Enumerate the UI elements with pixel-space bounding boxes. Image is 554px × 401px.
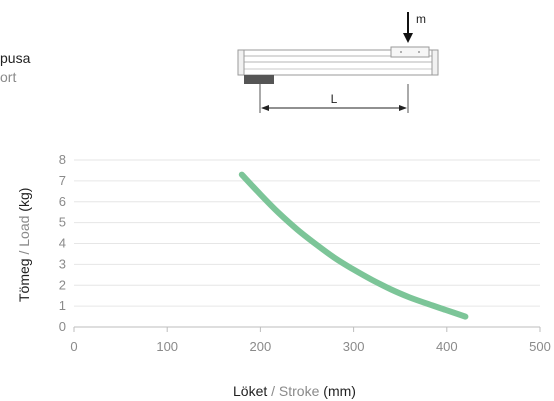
dimension-arrow-left: [261, 105, 269, 111]
y-axis-title: Tömeg / Load (kg): [16, 188, 32, 302]
header-fragment-line1: pusa: [0, 50, 31, 66]
y-tick-label: 3: [59, 256, 66, 271]
y-tick-label: 7: [59, 173, 66, 188]
y-axis-title-unit: (kg): [16, 188, 32, 216]
gridlines: [74, 159, 540, 307]
x-axis-title-unit: (mm): [319, 383, 356, 399]
actuator-diagram: m L: [237, 12, 439, 113]
x-tick-label: 200: [250, 339, 272, 354]
y-tick-label: 1: [59, 298, 66, 313]
y-tick-label: 2: [59, 277, 66, 292]
load-arrow-head: [403, 33, 413, 43]
x-tick-label: 100: [156, 339, 178, 354]
y-tick-label: 5: [59, 215, 66, 230]
carriage-screw: [400, 51, 402, 53]
actuator-end-cap: [431, 49, 439, 76]
x-axis-title: Löket / Stroke (mm): [233, 383, 356, 399]
actuator-motor-block: [244, 75, 274, 84]
x-tick-label: 400: [436, 339, 458, 354]
mass-label: m: [416, 12, 426, 26]
x-tick-label: 300: [343, 339, 365, 354]
x-axis-title-separator: /: [267, 383, 279, 399]
axes: [73, 326, 541, 332]
y-tick-label: 8: [59, 152, 66, 167]
y-tick-label: 4: [59, 236, 66, 251]
x-tick-label: 500: [529, 339, 551, 354]
header-fragment-line2: ort: [0, 69, 17, 85]
x-axis-title-primary: Löket: [233, 383, 267, 399]
y-axis-title-primary: Tömeg: [16, 258, 32, 302]
y-axis-title-separator: /: [16, 247, 32, 259]
series-line: [238, 171, 469, 320]
x-tick-label: 0: [70, 339, 77, 354]
series: [238, 171, 469, 320]
actuator-carriage: [390, 46, 430, 58]
length-label: L: [331, 92, 338, 106]
carriage-screw: [418, 51, 420, 53]
tick-labels: 0 1 2 3 4 5 6 7 8 0 100 200 300 400 500: [59, 152, 551, 354]
y-axis-title-secondary: Load: [16, 216, 32, 247]
y-tick-label: 0: [59, 319, 66, 334]
y-tick-label: 6: [59, 194, 66, 209]
actuator-end-cap: [237, 49, 245, 76]
dimension-arrow-right: [399, 105, 407, 111]
x-axis-title-secondary: Stroke: [279, 383, 320, 399]
